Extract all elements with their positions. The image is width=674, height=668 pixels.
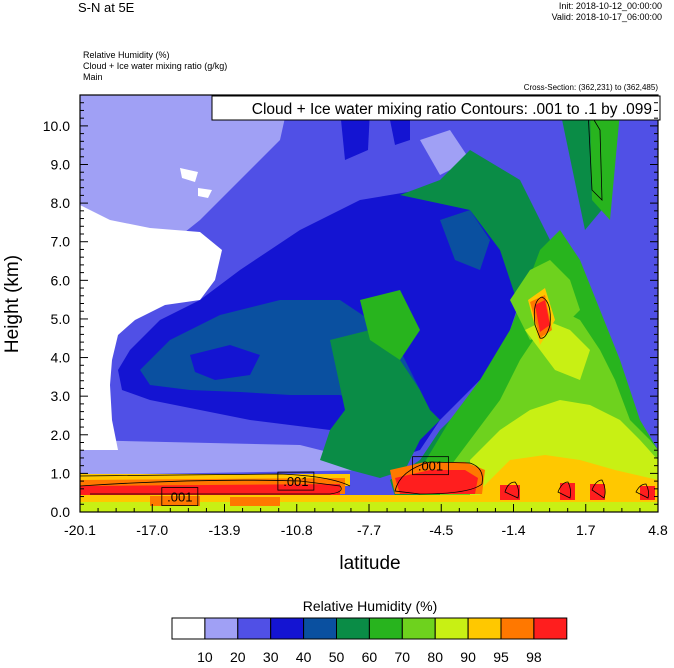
- x-tick-label: 1.7: [576, 522, 596, 538]
- contour-label-box-0: [161, 487, 199, 506]
- field-label-qcloud: Cloud + Ice water mixing ratio (g/kg): [83, 61, 228, 71]
- x-tick-label: -20.1: [64, 522, 96, 538]
- rh-region-6: [198, 188, 212, 198]
- y-tick-label: 10.0: [43, 118, 70, 134]
- y-tick-label: 3.0: [51, 388, 71, 404]
- y-axis-label: Height (km): [2, 255, 23, 353]
- init-time: Init: 2018-10-12_00:00:00: [558, 1, 662, 11]
- colorbar-swatch-11: [533, 617, 568, 640]
- colorbar-swatch-6: [368, 617, 403, 640]
- contour-info-text: Cloud + Ice water mixing ratio Contours:…: [252, 101, 652, 118]
- colorbar-label-8: 90: [460, 649, 476, 665]
- contour-line-1: [80, 473, 351, 487]
- x-axis: -20.1 -17.0 -13.9 -10.8 -7.7 -4.5 -1.4 1.7 4.8: [64, 504, 668, 538]
- contour-line-5: [557, 481, 572, 499]
- colorbar-label-2: 30: [263, 649, 279, 665]
- rh-region-14: [320, 330, 440, 478]
- colorbar-label-10: 98: [526, 649, 542, 665]
- contour-line-8: [587, 109, 603, 201]
- cross-section-label: Cross-Section: (362,231) to (362,485): [523, 83, 658, 92]
- mixing-ratio-contours: [80, 109, 650, 499]
- rh-region-1: [80, 95, 290, 400]
- colorbar-swatch-9: [467, 617, 502, 640]
- y-tick-label: 5.0: [51, 311, 71, 327]
- field-label-rh: Relative Humidity (%): [83, 50, 170, 60]
- y-tick-label: 6.0: [51, 272, 71, 288]
- rh-region-11: [440, 210, 490, 270]
- y-tick-label: 0.0: [51, 504, 71, 520]
- contour-info-box: [211, 95, 661, 121]
- rh-region-35: [150, 496, 200, 506]
- contour-label-0: .001: [167, 490, 192, 505]
- contour-labels: .001 .001 .001: [161, 456, 449, 506]
- rh-region-2: [80, 440, 380, 475]
- contour-line-4: [504, 481, 519, 499]
- contour-line-2: [394, 461, 483, 495]
- y-tick-label: 8.0: [51, 195, 71, 211]
- x-tick-label: -10.8: [281, 522, 313, 538]
- rh-region-4: [80, 205, 222, 450]
- contour-label-1: .001: [283, 474, 308, 489]
- colorbar-swatch-0: [171, 617, 206, 640]
- x-tick-label: -13.9: [209, 522, 241, 538]
- x-tick-label: -17.0: [136, 522, 168, 538]
- rh-region-38: [560, 483, 575, 500]
- colorbar-label-5: 60: [362, 649, 378, 665]
- rh-region-12: [190, 345, 260, 380]
- x-tick-label: -4.5: [429, 522, 453, 538]
- colorbar-label-7: 80: [427, 649, 443, 665]
- contour-label-box-1: [277, 471, 315, 491]
- colorbar-title: Relative Humidity (%): [303, 598, 438, 614]
- rh-region-32: [535, 300, 550, 332]
- rh-region-19: [590, 110, 620, 220]
- rh-region-5: [180, 168, 198, 182]
- valid-time: Valid: 2018-10-17_06:00:00: [551, 12, 662, 22]
- humidity-fill: [80, 95, 658, 512]
- y-axis: 0.0 1.0 2.0 3.0 4.0 5.0 6.0 7.0 8.0 9.0 10.0: [43, 94, 658, 520]
- rh-region-36: [230, 497, 280, 506]
- y-tick-label: 4.0: [51, 350, 71, 366]
- rh-region-31: [395, 470, 478, 494]
- colorbar-label-1: 20: [230, 649, 246, 665]
- colorbar-swatch-7: [401, 617, 436, 640]
- contour-line-3: [533, 296, 551, 339]
- colorbar-label-3: 40: [296, 649, 312, 665]
- colorbar-swatch-3: [270, 617, 305, 640]
- contour-label-2: .001: [418, 459, 443, 474]
- colorbar-label-9: 95: [493, 649, 509, 665]
- colorbar-swatch-2: [237, 617, 272, 640]
- colorbar-swatch-1: [204, 617, 239, 640]
- colorbar-swatch-4: [303, 617, 338, 640]
- y-tick-label: 9.0: [51, 157, 71, 173]
- contour-line-7: [635, 483, 650, 499]
- x-tick-label: 4.8: [648, 522, 668, 538]
- contour-label-box-2: [412, 456, 449, 476]
- y-tick-label: 2.0: [51, 427, 71, 443]
- rh-region-30: [80, 484, 340, 498]
- colorbar-swatch-8: [434, 617, 469, 640]
- rh-region-40: [640, 486, 655, 500]
- rh-region-8: [340, 110, 370, 160]
- colorbar: 10 20 30 40 50 60 70 80 90 95 98: [171, 617, 568, 665]
- colorbar-label-4: 50: [329, 649, 345, 665]
- x-tick-label: -7.7: [357, 522, 381, 538]
- field-label-main: Main: [83, 72, 103, 82]
- x-tick-label: -1.4: [501, 522, 525, 538]
- rh-region-18: [360, 290, 420, 360]
- chart-title: S-N at 5E: [78, 0, 135, 15]
- colorbar-swatch-5: [336, 617, 370, 640]
- x-axis-label: latitude: [339, 553, 400, 574]
- contour-line-6: [591, 479, 606, 499]
- y-tick-label: 7.0: [51, 234, 71, 250]
- contour-line-0: [80, 479, 342, 495]
- rh-region-9: [390, 118, 410, 145]
- colorbar-label-6: 70: [395, 649, 411, 665]
- y-tick-label: 1.0: [51, 465, 71, 481]
- colorbar-label-0: 10: [197, 649, 213, 665]
- colorbar-swatch-10: [500, 617, 535, 640]
